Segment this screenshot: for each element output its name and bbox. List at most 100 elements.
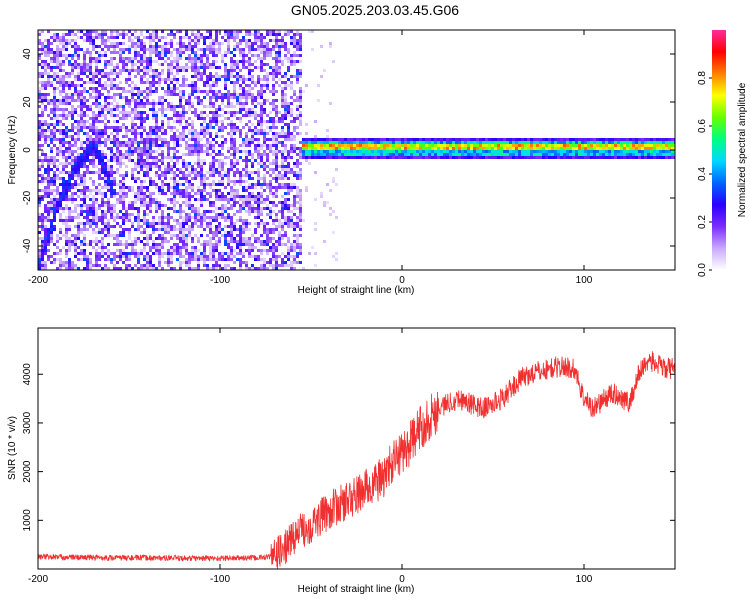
spectrogram-cell (275, 261, 278, 264)
spectrogram-cell (65, 126, 68, 129)
spectrogram-cell (131, 132, 134, 135)
spectrogram-cell (110, 195, 113, 198)
spectrogram-cell (158, 75, 161, 78)
spectrogram-cell (80, 111, 83, 114)
spectrogram-cell (500, 141, 503, 144)
spectrogram-cell (194, 144, 197, 147)
spectrogram-cell (326, 141, 329, 144)
spectrogram-cell (80, 78, 83, 81)
spectrogram-cell (68, 261, 71, 264)
spectrogram-cell (152, 222, 155, 225)
spectrogram-cell (176, 159, 179, 162)
spectrogram-cell (344, 156, 347, 159)
spectrogram-cell (56, 177, 59, 180)
spectrogram-cell (71, 96, 74, 99)
spectrogram-cell (332, 144, 335, 147)
spectrogram-cell (152, 192, 155, 195)
spectrogram-cell (200, 123, 203, 126)
spectrogram-cell (200, 66, 203, 69)
spectrogram-cell (41, 63, 44, 66)
spectrogram-cell (179, 42, 182, 45)
spectrogram-cell (59, 162, 62, 165)
spectrogram-cell (134, 54, 137, 57)
spectrogram-cell (155, 90, 158, 93)
spectrogram-cell (200, 150, 203, 153)
spectrogram-cell (176, 174, 179, 177)
spectrogram-cell (203, 48, 206, 51)
spectrogram-cell (83, 252, 86, 255)
spectrogram-cell (62, 234, 65, 237)
spectrogram-cell (272, 105, 275, 108)
spectrogram-cell (44, 246, 47, 249)
spectrogram-cell (251, 63, 254, 66)
spectrogram-cell (194, 84, 197, 87)
spectrogram-cell (80, 252, 83, 255)
spectrogram-cell (491, 141, 494, 144)
spectrogram-cell (47, 45, 50, 48)
spectrogram-cell (122, 255, 125, 258)
spectrogram-cell (116, 171, 119, 174)
spectrogram-cell (230, 162, 233, 165)
spectrogram-cell (179, 93, 182, 96)
spectrogram-cell (185, 30, 188, 33)
spectrogram-cell (167, 219, 170, 222)
spectrogram-cell (203, 255, 206, 258)
spectrogram-cell (92, 153, 95, 156)
spectrogram-cell (182, 93, 185, 96)
spectrogram-cell (266, 75, 269, 78)
spectrogram-cell (74, 216, 77, 219)
spectrogram-cell (74, 126, 77, 129)
spectrogram-cell (197, 147, 200, 150)
spectrogram-cell (149, 183, 152, 186)
spectrogram-cell (245, 162, 248, 165)
spectrogram-cell (149, 108, 152, 111)
spectrogram-cell (47, 66, 50, 69)
spectrogram-cell (152, 81, 155, 84)
spectrogram-cell (77, 177, 80, 180)
spectrogram-cell (182, 126, 185, 129)
spectrogram-cell (218, 225, 221, 228)
spectrogram-cell (206, 81, 209, 84)
spectrogram-cell (113, 243, 116, 246)
spectrogram-cell (239, 171, 242, 174)
spectrogram-cell (272, 168, 275, 171)
spectrogram-cell (359, 147, 362, 150)
spectrogram-cell (95, 198, 98, 201)
spectrogram-cell (164, 132, 167, 135)
spectrogram-cell (263, 138, 266, 141)
spectrogram-cell (257, 96, 260, 99)
spectrogram-cell (455, 150, 458, 153)
spectrogram-cell (257, 207, 260, 210)
spectrogram-cell (110, 111, 113, 114)
spectrogram-cell (227, 168, 230, 171)
spectrogram-cell (278, 33, 281, 36)
spectrogram-cell (383, 156, 386, 159)
spectrogram-cell (152, 216, 155, 219)
spectrogram-cell (86, 186, 89, 189)
spectrogram-cell (233, 66, 236, 69)
spectrogram-cell (278, 150, 281, 153)
spectrogram-cell (368, 147, 371, 150)
spectrogram-cell (287, 210, 290, 213)
spectrogram-cell (335, 153, 338, 156)
spectrogram-cell (107, 204, 110, 207)
spectrogram-cell (413, 150, 416, 153)
spectrogram-cell (197, 219, 200, 222)
spectrogram-cell (251, 207, 254, 210)
spectrogram-cell (401, 156, 404, 159)
spectrogram-cell (146, 114, 149, 117)
spectrogram-cell (272, 237, 275, 240)
spectrogram-cell (101, 252, 104, 255)
spectrogram-cell (113, 144, 116, 147)
spectrogram-cell (191, 204, 194, 207)
spectrogram-cell (389, 141, 392, 144)
spectrogram-cell (194, 177, 197, 180)
spectrogram-cell (176, 201, 179, 204)
spectrogram-cell (287, 66, 290, 69)
spectrogram-cell (146, 141, 149, 144)
spectrogram-cell (251, 129, 254, 132)
spectrogram-cell (509, 141, 512, 144)
spectrogram-cell (62, 123, 65, 126)
spectrogram-cell (53, 213, 56, 216)
spectrogram-cell (95, 90, 98, 93)
